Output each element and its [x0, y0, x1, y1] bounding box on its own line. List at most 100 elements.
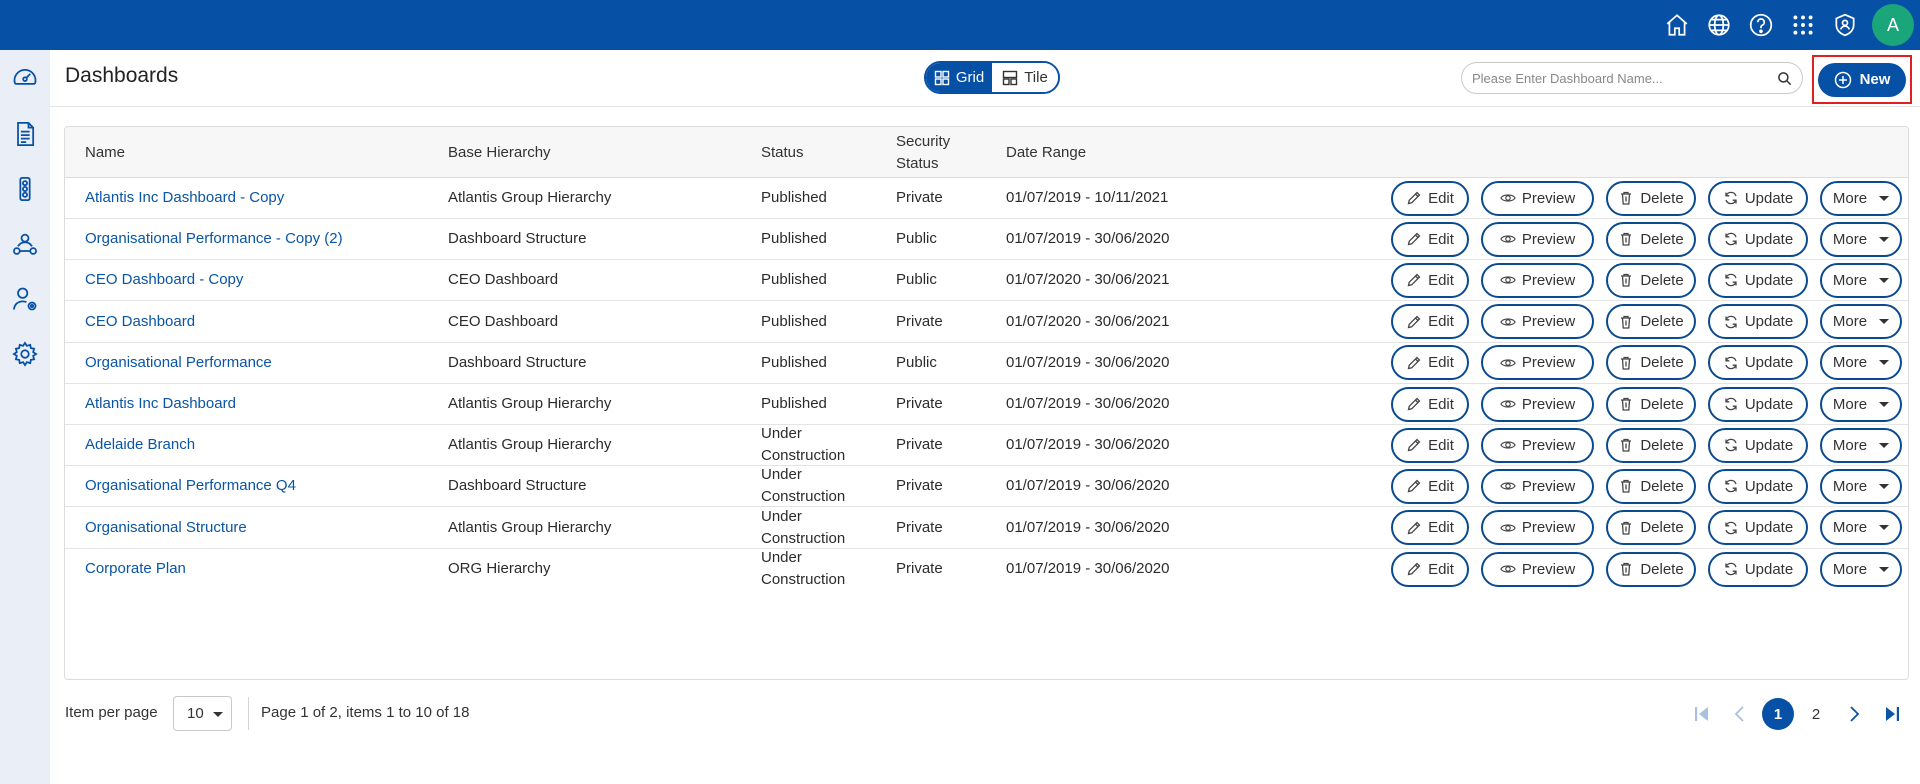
- pencil-icon: [1407, 315, 1421, 328]
- edit-button[interactable]: Edit: [1391, 262, 1469, 298]
- edit-button[interactable]: Edit: [1391, 345, 1469, 381]
- preview-button[interactable]: Preview: [1481, 262, 1594, 298]
- delete-button[interactable]: Delete: [1606, 427, 1696, 463]
- dashboard-name-link[interactable]: Organisational Performance - Copy (2): [85, 230, 343, 248]
- delete-button[interactable]: Delete: [1606, 345, 1696, 381]
- more-dropdown-button[interactable]: More: [1820, 468, 1902, 504]
- last-page-button[interactable]: [1876, 698, 1908, 730]
- delete-button[interactable]: Delete: [1606, 468, 1696, 504]
- preview-button[interactable]: Preview: [1481, 427, 1594, 463]
- preview-button[interactable]: Preview: [1481, 304, 1594, 340]
- edit-button[interactable]: Edit: [1391, 468, 1469, 504]
- edit-button[interactable]: Edit: [1391, 551, 1469, 587]
- dashboard-name-link[interactable]: Atlantis Inc Dashboard - Copy: [85, 189, 285, 206]
- delete-button[interactable]: Delete: [1606, 304, 1696, 340]
- update-button[interactable]: Update: [1708, 304, 1808, 340]
- sidebar: [0, 50, 50, 784]
- delete-button[interactable]: Delete: [1606, 510, 1696, 546]
- preview-button[interactable]: Preview: [1481, 221, 1594, 257]
- page-info: Page 1 of 2, items 1 to 10 of 18: [261, 704, 470, 721]
- edit-button[interactable]: Edit: [1391, 304, 1469, 340]
- more-dropdown-button[interactable]: More: [1820, 180, 1902, 216]
- preview-button[interactable]: Preview: [1481, 468, 1594, 504]
- more-dropdown-button[interactable]: More: [1820, 262, 1902, 298]
- next-page-button[interactable]: [1838, 698, 1870, 730]
- search-input[interactable]: [1472, 70, 1777, 86]
- update-button[interactable]: Update: [1708, 345, 1808, 381]
- dashboard-name-link[interactable]: Atlantis Inc Dashboard: [85, 395, 236, 412]
- column-header-status[interactable]: Status: [761, 143, 804, 161]
- delete-button[interactable]: Delete: [1606, 386, 1696, 422]
- dashboard-name-link[interactable]: CEO Dashboard - Copy: [85, 271, 244, 289]
- apps-grid-icon[interactable]: [1782, 0, 1824, 50]
- edit-button[interactable]: Edit: [1391, 510, 1469, 546]
- security-status-cell: Public: [896, 271, 937, 289]
- sidebar-item-reports[interactable]: [0, 106, 50, 161]
- update-button[interactable]: Update: [1708, 221, 1808, 257]
- sidebar-item-settings[interactable]: [0, 326, 50, 381]
- avatar[interactable]: A: [1872, 4, 1914, 46]
- edit-button[interactable]: Edit: [1391, 221, 1469, 257]
- more-dropdown-button[interactable]: More: [1820, 427, 1902, 463]
- sidebar-item-users[interactable]: [0, 271, 50, 326]
- column-header-date-range[interactable]: Date Range: [1006, 143, 1087, 161]
- edit-label: Edit: [1428, 271, 1454, 289]
- tile-view-button[interactable]: Tile: [992, 63, 1058, 92]
- update-button[interactable]: Update: [1708, 468, 1808, 504]
- dashboard-name-link[interactable]: Organisational Performance Q4: [85, 477, 296, 495]
- page-button-1[interactable]: 1: [1762, 698, 1794, 730]
- edit-button[interactable]: Edit: [1391, 180, 1469, 216]
- update-button[interactable]: Update: [1708, 510, 1808, 546]
- preview-button[interactable]: Preview: [1481, 345, 1594, 381]
- previous-page-button[interactable]: [1724, 698, 1756, 730]
- page-button-2[interactable]: 2: [1811, 705, 1821, 723]
- dashboard-name-link[interactable]: Adelaide Branch: [85, 436, 196, 454]
- home-icon[interactable]: [1656, 0, 1698, 50]
- edit-button[interactable]: Edit: [1391, 386, 1469, 422]
- column-header-base-hierarchy[interactable]: Base Hierarchy: [448, 143, 551, 161]
- update-label: Update: [1744, 436, 1794, 454]
- date-range-cell: 01/07/2019 - 30/06/2020: [1006, 560, 1170, 578]
- delete-button[interactable]: Delete: [1606, 180, 1696, 216]
- update-button[interactable]: Update: [1708, 180, 1808, 216]
- more-dropdown-button[interactable]: More: [1820, 221, 1902, 257]
- column-header-security-status[interactable]: Security Status: [896, 127, 950, 178]
- grid-view-button[interactable]: Grid: [926, 63, 992, 92]
- help-icon[interactable]: [1740, 0, 1782, 50]
- new-dashboard-button[interactable]: New: [1818, 62, 1906, 97]
- items-per-page-select[interactable]: 10: [173, 696, 232, 731]
- search-icon[interactable]: [1777, 71, 1792, 86]
- first-page-button[interactable]: [1686, 698, 1718, 730]
- status-cell: Under Construction: [761, 466, 845, 506]
- more-dropdown-button[interactable]: More: [1820, 345, 1902, 381]
- more-dropdown-button[interactable]: More: [1820, 304, 1902, 340]
- sidebar-item-hierarchy[interactable]: [0, 216, 50, 271]
- globe-icon[interactable]: [1698, 0, 1740, 50]
- update-button[interactable]: Update: [1708, 551, 1808, 587]
- dashboard-name-link[interactable]: Organisational Performance: [85, 353, 272, 371]
- delete-button[interactable]: Delete: [1606, 551, 1696, 587]
- dashboard-name-link[interactable]: CEO Dashboard: [85, 312, 196, 330]
- delete-button[interactable]: Delete: [1606, 221, 1696, 257]
- more-dropdown-button[interactable]: More: [1820, 386, 1902, 422]
- more-dropdown-button[interactable]: More: [1820, 551, 1902, 587]
- shield-user-icon[interactable]: [1824, 0, 1866, 50]
- update-button[interactable]: Update: [1708, 262, 1808, 298]
- dashboard-name-link[interactable]: Corporate Plan: [85, 560, 186, 578]
- update-label: Update: [1744, 230, 1794, 248]
- sidebar-item-dashboards[interactable]: [0, 50, 50, 106]
- delete-button[interactable]: Delete: [1606, 262, 1696, 298]
- grid-view-label: Grid: [955, 69, 985, 86]
- update-button[interactable]: Update: [1708, 386, 1808, 422]
- preview-button[interactable]: Preview: [1481, 180, 1594, 216]
- update-button[interactable]: Update: [1708, 427, 1808, 463]
- dashboard-name-link[interactable]: Organisational Structure: [85, 518, 247, 536]
- sidebar-item-scorecards[interactable]: [0, 161, 50, 216]
- preview-button[interactable]: Preview: [1481, 551, 1594, 587]
- preview-button[interactable]: Preview: [1481, 510, 1594, 546]
- edit-button[interactable]: Edit: [1391, 427, 1469, 463]
- preview-button[interactable]: Preview: [1481, 386, 1594, 422]
- date-range-cell: 01/07/2019 - 10/11/2021: [1006, 189, 1169, 206]
- column-header-name[interactable]: Name: [85, 143, 126, 161]
- more-dropdown-button[interactable]: More: [1820, 510, 1902, 546]
